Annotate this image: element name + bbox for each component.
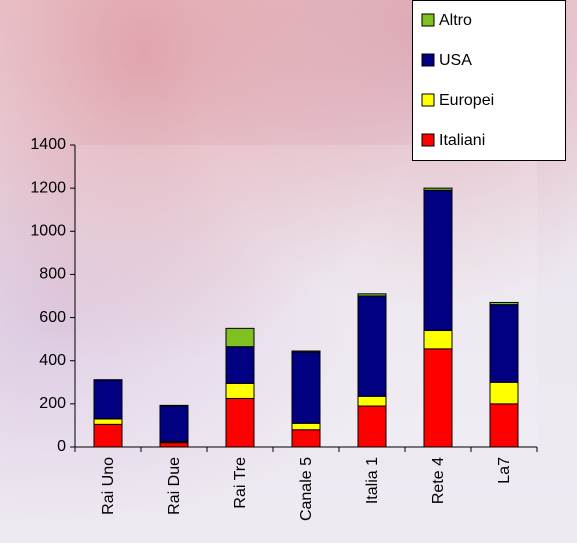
legend-swatch: [421, 133, 435, 147]
bar-segment: [357, 405, 387, 448]
bar-segment: [291, 422, 321, 431]
y-tick-label: 200: [39, 395, 66, 412]
bar-segment: [489, 304, 519, 383]
bar-segment: [93, 418, 123, 425]
bar-segment: [291, 350, 321, 353]
bar-segment: [423, 348, 453, 448]
bar-segment: [489, 403, 519, 448]
legend-swatch: [421, 13, 435, 27]
bar-segment: [291, 351, 321, 424]
bar-segment: [291, 429, 321, 448]
legend-label: Europei: [439, 92, 494, 109]
y-tick-label: 600: [39, 309, 66, 326]
bar-segment: [423, 189, 453, 332]
bar-segment: [159, 404, 189, 407]
x-tick-label: La7: [496, 457, 513, 484]
legend-label: Italiani: [439, 132, 485, 149]
x-tick-label: Canale 5: [298, 457, 315, 521]
x-tick-label: Rete 4: [430, 457, 447, 504]
legend-label: USA: [439, 52, 472, 69]
bar-segment: [357, 295, 387, 397]
legend-swatch: [421, 53, 435, 67]
bar-segment: [489, 381, 519, 405]
x-tick-label: Italia 1: [364, 457, 381, 504]
bar-segment: [423, 330, 453, 350]
x-tick-label: Rai Tre: [232, 457, 249, 509]
y-tick-label: 1200: [30, 179, 66, 196]
bar-segment: [225, 327, 255, 348]
x-tick-label: Rai Uno: [100, 457, 117, 515]
legend-swatch: [421, 93, 435, 107]
bar-segment: [489, 301, 519, 306]
y-tick-label: 800: [39, 266, 66, 283]
bar-segment: [357, 395, 387, 407]
legend-box: [412, 0, 566, 161]
bar-segment: [93, 379, 123, 420]
bar-segment: [225, 382, 255, 399]
bar-segment: [159, 405, 189, 443]
bar-segment: [93, 423, 123, 448]
legend-label: Altro: [439, 12, 472, 29]
bar-segment: [225, 346, 255, 384]
bar-segment: [159, 442, 189, 448]
y-tick-label: 0: [57, 438, 66, 455]
x-tick-label: Rai Due: [166, 457, 183, 515]
y-tick-label: 1000: [30, 223, 66, 240]
y-tick-label: 1400: [30, 136, 66, 153]
bar-segment: [423, 187, 453, 191]
bar-segment: [357, 293, 387, 297]
bar-segment: [225, 397, 255, 448]
y-tick-label: 400: [39, 352, 66, 369]
